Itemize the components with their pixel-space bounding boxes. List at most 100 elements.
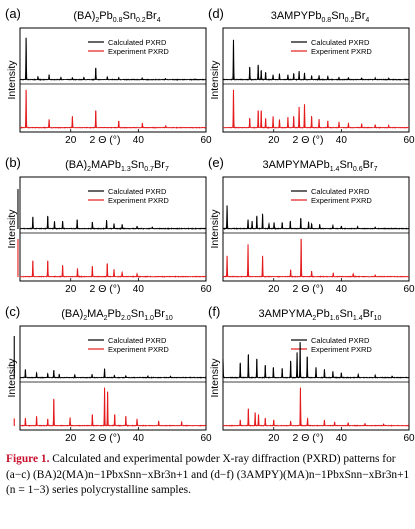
- experiment-pxrd-line: [19, 260, 207, 278]
- title-subscript: 0.8: [321, 17, 331, 24]
- x-tick-label: 20: [65, 284, 77, 295]
- title-subscript: 1.4: [330, 166, 340, 173]
- x-tick-label: 60: [403, 433, 415, 444]
- experiment-pxrd-line: [19, 387, 207, 427]
- title-segment: Pb: [99, 10, 112, 22]
- x-tick-label: 60: [403, 135, 415, 146]
- plot-frame: [222, 27, 410, 133]
- title-subscript: 1.0: [144, 315, 154, 322]
- calculated-pxrd-line: [222, 205, 410, 230]
- y-axis-label: Intensity: [209, 209, 221, 249]
- title-segment: 3AMPYPb: [271, 10, 322, 22]
- legend-label-experiment: Experiment PXRD: [311, 196, 372, 205]
- panel-e: (e) 3AMPYMAPb1.4Sn0.6Br7 Intensity 20 40 60 2 …: [207, 151, 415, 299]
- title-segment: Br: [154, 308, 165, 320]
- title-segment: Sn: [331, 10, 344, 22]
- title-subscript: 4: [365, 17, 369, 24]
- legend-label-calculated: Calculated PXRD: [311, 187, 370, 196]
- legend-label-experiment: Experiment PXRD: [108, 196, 169, 205]
- title-segment: Sn: [123, 10, 136, 22]
- title-subscript: 0.2: [345, 17, 355, 24]
- title-subscript: 0.7: [144, 166, 154, 173]
- x-tick-label: 40: [336, 433, 348, 444]
- legend-label-calculated: Calculated PXRD: [311, 336, 370, 345]
- x-tick-label: 20: [65, 135, 77, 146]
- title-subscript: 0.8: [113, 17, 123, 24]
- experiment-pxrd-line: [222, 387, 410, 427]
- title-segment: Br: [363, 308, 374, 320]
- title-segment: Sn: [339, 159, 352, 171]
- experiment-pxrd-line: [222, 238, 410, 278]
- calculated-pxrd-line: [222, 342, 410, 379]
- title-subscript: 1.4: [353, 315, 363, 322]
- x-tick-label: 20: [268, 284, 280, 295]
- x-tick-label: 40: [133, 433, 145, 444]
- x-tick-label: 60: [200, 284, 212, 295]
- title-segment: Pb: [316, 308, 329, 320]
- title-segment: Br: [354, 10, 365, 22]
- title-segment: (BA): [61, 308, 83, 320]
- legend-label-experiment: Experiment PXRD: [108, 345, 169, 354]
- y-axis-label: Intensity: [6, 60, 18, 100]
- legend-label-calculated: Calculated PXRD: [108, 38, 167, 47]
- chart-title: (BA)2Pb0.8Sn0.2Br4: [73, 10, 160, 24]
- figure-label: Figure 1.: [6, 453, 50, 465]
- legend-label-experiment: Experiment PXRD: [108, 47, 169, 56]
- title-segment: Sn: [131, 308, 144, 320]
- x-tick-label: 40: [336, 135, 348, 146]
- figure-caption: Figure 1. Calculated and experimental po…: [6, 452, 410, 499]
- title-segment: Br: [146, 10, 157, 22]
- title-segment: Sn: [339, 308, 352, 320]
- x-axis-label: 2 Θ (°): [89, 283, 120, 295]
- chart-title: (BA)2MAPb1.3Sn0.7Br7: [65, 159, 169, 173]
- x-tick-label: 60: [403, 284, 415, 295]
- x-axis-label: 2 Θ (°): [292, 283, 323, 295]
- plot-frame: [19, 176, 207, 282]
- title-subscript: 7: [165, 166, 169, 173]
- y-axis-label: Intensity: [6, 209, 18, 249]
- panel-c: (c) (BA)2MA2Pb2.0Sn1.0Br10 Intensity 20 40 60…: [4, 300, 212, 448]
- pxrd-chart-a: (a) (BA)2Pb0.8Sn0.2Br4 Intensity 20 40 60 2 Θ …: [5, 6, 212, 147]
- chart-title: (BA)2MA2Pb2.0Sn1.0Br10: [61, 308, 173, 322]
- experiment-pxrd-line: [19, 89, 207, 129]
- panel-label: (b): [5, 155, 21, 170]
- title-segment: MA: [87, 308, 104, 320]
- chart-title: 3AMPYMAPb1.4Sn0.6Br7: [262, 159, 377, 173]
- title-segment: (BA): [65, 159, 87, 171]
- y-axis-label: Intensity: [209, 358, 221, 398]
- y-axis-label: Intensity: [209, 60, 221, 100]
- experiment-pxrd-line: [222, 89, 410, 129]
- panel-label: (f): [208, 304, 220, 319]
- x-tick-label: 40: [133, 284, 145, 295]
- title-segment: 3AMPYMA: [259, 308, 313, 320]
- title-subscript: 0.2: [136, 17, 146, 24]
- x-tick-label: 60: [200, 135, 212, 146]
- title-subscript: 7: [374, 166, 378, 173]
- x-tick-label: 20: [268, 433, 280, 444]
- legend-label-experiment: Experiment PXRD: [311, 47, 372, 56]
- title-subscript: 4: [157, 17, 161, 24]
- title-subscript: 2: [104, 315, 108, 322]
- panel-label: (a): [5, 6, 21, 21]
- pxrd-chart-b: (b) (BA)2MAPb1.3Sn0.7Br7 Intensity 20 40 60 2 …: [5, 155, 212, 296]
- title-subscript: 1.6: [330, 315, 340, 322]
- title-segment: 3AMPYMAPb: [262, 159, 329, 171]
- panel-d: (d) 3AMPYPb0.8Sn0.2Br4 Intensity 20 40 60 2 Θ …: [207, 2, 415, 150]
- pxrd-chart-e: (e) 3AMPYMAPb1.4Sn0.6Br7 Intensity 20 40 60 2 …: [208, 155, 415, 296]
- legend-label-calculated: Calculated PXRD: [108, 336, 167, 345]
- title-subscript: 0.6: [353, 166, 363, 173]
- x-axis-label: 2 Θ (°): [292, 134, 323, 146]
- chart-title: 3AMPYMA2Pb1.6Sn1.4Br10: [259, 308, 382, 322]
- x-tick-label: 20: [65, 433, 77, 444]
- x-axis-label: 2 Θ (°): [89, 432, 120, 444]
- panel-f: (f) 3AMPYMA2Pb1.6Sn1.4Br10 Intensity 20 40 60…: [207, 300, 415, 448]
- pxrd-chart-d: (d) 3AMPYPb0.8Sn0.2Br4 Intensity 20 40 60 2 Θ …: [208, 6, 415, 147]
- legend-label-calculated: Calculated PXRD: [311, 38, 370, 47]
- x-tick-label: 20: [268, 135, 280, 146]
- panel-label: (e): [208, 155, 224, 170]
- x-tick-label: 40: [133, 135, 145, 146]
- title-subscript: 2: [83, 315, 87, 322]
- title-segment: Br: [154, 159, 165, 171]
- title-subscript: 10: [165, 315, 173, 322]
- panel-b: (b) (BA)2MAPb1.3Sn0.7Br7 Intensity 20 40 60 2 …: [4, 151, 212, 299]
